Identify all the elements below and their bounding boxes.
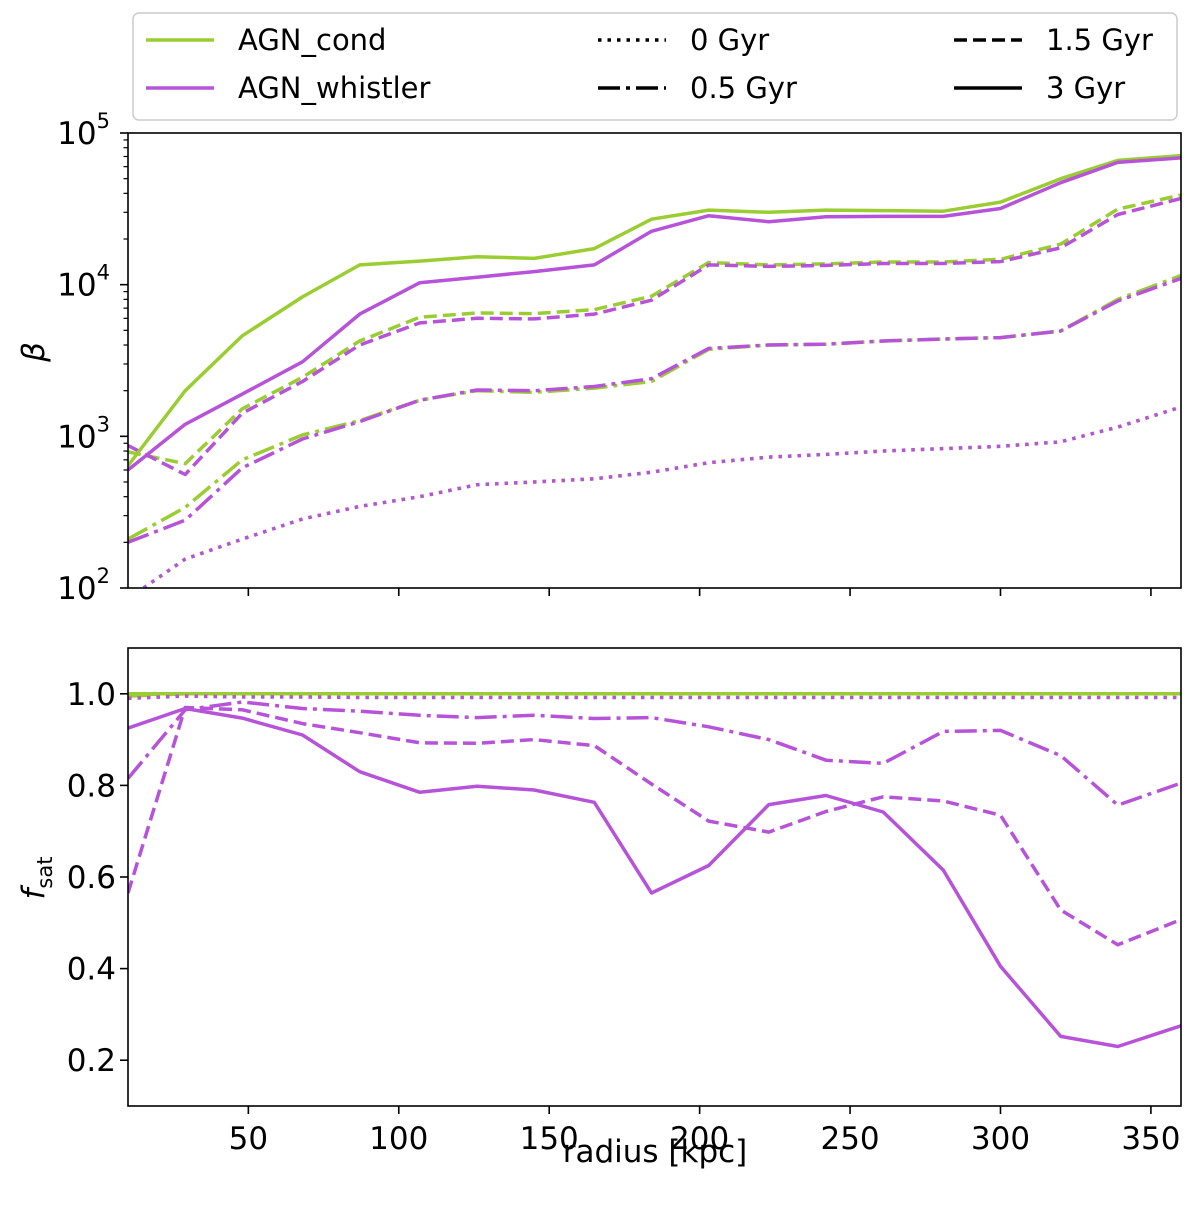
legend-frame	[132, 12, 1178, 121]
beta-ytick-label: 103	[57, 412, 110, 455]
beta-series-agn-cond-0-gyr	[140, 405, 1181, 588]
fsat-ytick-label: 0.6	[67, 860, 116, 896]
legend: AGN_cond AGN_whistler 0 Gyr 0.5 Gyr 1.5 …	[132, 12, 1178, 121]
fsat-ytick-label: 1.0	[67, 677, 116, 713]
beta-ytick-label: 104	[57, 261, 110, 304]
beta-series-agn-cond-3-gyr	[128, 153, 1181, 467]
fsat-frame	[127, 647, 1182, 1107]
legend-label-agn-whistler: AGN_whistler	[238, 71, 431, 105]
beta-series-agn-cond-0-5-gyr	[128, 273, 1181, 541]
beta-ylabel: β	[16, 342, 52, 363]
fsat-series-agn-whistler-0-gyr	[128, 694, 1181, 701]
fsat-ytick-label: 0.8	[67, 768, 116, 804]
fsat-xtick-label: 200	[670, 1121, 729, 1157]
beta-ytick-label: 102	[57, 564, 110, 607]
panel-fsat: 0.2 0.4 0.6 0.8 1.0 50 100 150 200 250 300 350 fsat…	[16, 647, 1182, 1170]
legend-label-3gyr: 3 Gyr	[1046, 71, 1125, 105]
fsat-ytick-label: 0.2	[67, 1043, 116, 1079]
legend-label-0gyr: 0 Gyr	[690, 23, 769, 57]
beta-series	[128, 153, 1181, 588]
legend-label-agn-cond: AGN_cond	[238, 23, 386, 57]
fsat-xtick-label: 100	[369, 1121, 428, 1157]
fsat-xtick-label: 50	[229, 1121, 268, 1157]
panel-beta: 102 103 104 105 β	[16, 109, 1182, 607]
beta-axis: 102 103 104 105	[57, 109, 1152, 607]
fsat-xtick-label: 250	[820, 1121, 879, 1157]
beta-series-agn-cond-1-5-gyr	[128, 193, 1181, 466]
fsat-xtick-label: 350	[1121, 1121, 1180, 1157]
beta-series-agn-whistler-3-gyr	[128, 156, 1181, 472]
fsat-xtick-label: 150	[520, 1121, 579, 1157]
fsat-series-agn-whistler-1-5-gyr	[128, 705, 1181, 947]
beta-frame	[127, 132, 1182, 589]
fsat-series-agn-whistler-3-gyr	[128, 706, 1181, 1049]
fsat-xtick-label: 300	[971, 1121, 1030, 1157]
fsat-series	[128, 692, 1181, 1049]
fsat-axis: 0.2 0.4 0.6 0.8 1.0 50 100 150 200 250 300 350	[67, 677, 1181, 1157]
legend-label-05gyr: 0.5 Gyr	[690, 71, 797, 105]
fsat-ylabel: fsat	[16, 857, 57, 900]
fsat-series-agn-whistler-0-5-gyr	[128, 700, 1181, 807]
legend-label-15gyr: 1.5 Gyr	[1046, 23, 1153, 57]
beta-series-agn-whistler-1-5-gyr	[128, 196, 1181, 477]
beta-series-agn-whistler-0-gyr	[140, 405, 1181, 588]
beta-series-agn-whistler-0-5-gyr	[128, 276, 1181, 544]
fsat-ytick-label: 0.4	[67, 952, 116, 988]
beta-ytick-label: 105	[57, 109, 110, 152]
fsat-xlabel: radius [kpc]	[563, 1134, 748, 1170]
